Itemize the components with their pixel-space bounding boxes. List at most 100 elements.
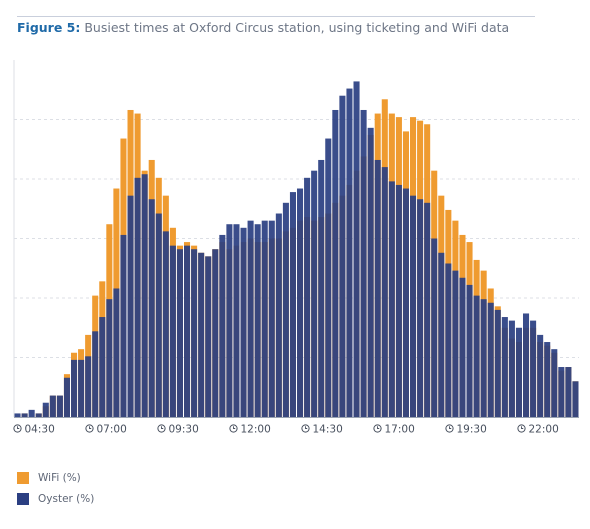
oyster-bar [289, 192, 296, 417]
oyster-bar [176, 249, 183, 417]
oyster-bar [523, 313, 530, 417]
legend-item-oyster: Oyster (%) [17, 493, 94, 505]
oyster-bar [438, 252, 445, 417]
oyster-bar [551, 349, 558, 417]
clock-icon [373, 424, 382, 433]
oyster-bar [325, 138, 332, 418]
clock-icon [301, 424, 310, 433]
oyster-bar [508, 320, 515, 417]
oyster-bar [452, 270, 459, 417]
oyster-bar [445, 263, 452, 417]
clock-hand [17, 426, 20, 429]
title-top-rule [17, 16, 535, 17]
oyster-bar [78, 359, 85, 417]
oyster-bar [473, 295, 480, 417]
oyster-bar [35, 413, 42, 417]
oyster-bar [480, 299, 487, 417]
oyster-bar [360, 109, 367, 417]
oyster-bar [247, 220, 254, 417]
oyster-bar [85, 356, 92, 417]
clock-hand [521, 426, 524, 429]
oyster-bar [388, 181, 395, 417]
oyster-bar [515, 327, 522, 417]
clock-icon [229, 424, 238, 433]
x-tick-label: 14:30 [313, 424, 343, 436]
oyster-bar [212, 249, 219, 417]
oyster-bar [198, 252, 205, 417]
oyster-bar [374, 159, 381, 417]
oyster-bar [558, 367, 565, 417]
x-tick-label: 04:30 [25, 424, 55, 436]
figure-label: Figure 5: [17, 20, 81, 35]
oyster-bar [191, 249, 198, 417]
oyster-bar [127, 195, 134, 417]
oyster-swatch [17, 493, 29, 505]
oyster-bar [226, 224, 233, 417]
oyster-bar [28, 409, 35, 417]
oyster-bar [431, 238, 438, 417]
oyster-bar [544, 342, 551, 417]
oyster-bar [155, 213, 162, 417]
oyster-bar [311, 170, 318, 417]
legend-label-oyster: Oyster (%) [38, 493, 95, 505]
oyster-bar [318, 159, 325, 417]
oyster-bar [565, 367, 572, 417]
oyster-bar [537, 334, 544, 417]
oyster-bar [367, 127, 374, 417]
clock-hand [305, 426, 308, 429]
oyster-bar [402, 188, 409, 417]
oyster-bar [233, 224, 240, 417]
oyster-bar [99, 317, 106, 417]
oyster-bar [240, 227, 247, 417]
x-tick-label: 07:00 [97, 424, 127, 436]
clock-icon [157, 424, 166, 433]
oyster-bar [530, 320, 537, 417]
oyster-bar [14, 413, 21, 417]
oyster-bar [71, 359, 78, 417]
oyster-bar [49, 395, 56, 417]
oyster-bar [219, 234, 226, 417]
clock-hand [233, 426, 236, 429]
oyster-bar [169, 245, 176, 417]
x-tick-label: 12:00 [241, 424, 271, 436]
oyster-bar [501, 317, 508, 417]
oyster-bar [395, 184, 402, 417]
oyster-bar [261, 220, 268, 417]
oyster-bar [56, 395, 63, 417]
oyster-bar [141, 174, 148, 417]
wifi-swatch [17, 472, 29, 484]
oyster-bar [205, 256, 212, 417]
oyster-bar [120, 234, 127, 417]
clock-hand [161, 426, 164, 429]
oyster-bar [424, 202, 431, 417]
oyster-bar [254, 224, 261, 417]
oyster-bar [184, 245, 191, 417]
legend-item-wifi: WiFi (%) [17, 472, 81, 484]
oyster-bar [63, 377, 70, 417]
oyster-bar [42, 402, 49, 417]
oyster-bar [381, 167, 388, 417]
clock-hand [89, 426, 92, 429]
clock-icon [517, 424, 526, 433]
oyster-bar [106, 299, 113, 417]
oyster-bar [282, 202, 289, 417]
oyster-bar [339, 95, 346, 417]
oyster-bar [417, 199, 424, 417]
oyster-bar [487, 302, 494, 417]
oyster-bar [113, 288, 120, 417]
oyster-bar [459, 277, 466, 417]
clock-icon [445, 424, 454, 433]
legend-label-wifi: WiFi (%) [38, 472, 81, 484]
oyster-bar [332, 109, 339, 417]
oyster-bar [466, 284, 473, 417]
oyster-bar [21, 413, 28, 417]
clock-hand [377, 426, 380, 429]
oyster-bar [304, 177, 311, 417]
x-tick-label: 22:00 [529, 424, 559, 436]
oyster-bar [134, 177, 141, 417]
oyster-bar [572, 381, 579, 417]
x-tick-label: 17:00 [385, 424, 415, 436]
oyster-bar [494, 309, 501, 417]
chart-title: Figure 5: Busiest times at Oxford Circus… [17, 20, 509, 35]
